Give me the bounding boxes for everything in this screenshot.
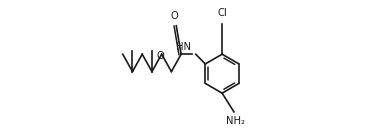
Text: NH₂: NH₂ [226,116,245,126]
Text: HN: HN [176,42,191,52]
Text: O: O [156,51,164,61]
Text: Cl: Cl [217,8,227,18]
Text: O: O [170,11,178,21]
